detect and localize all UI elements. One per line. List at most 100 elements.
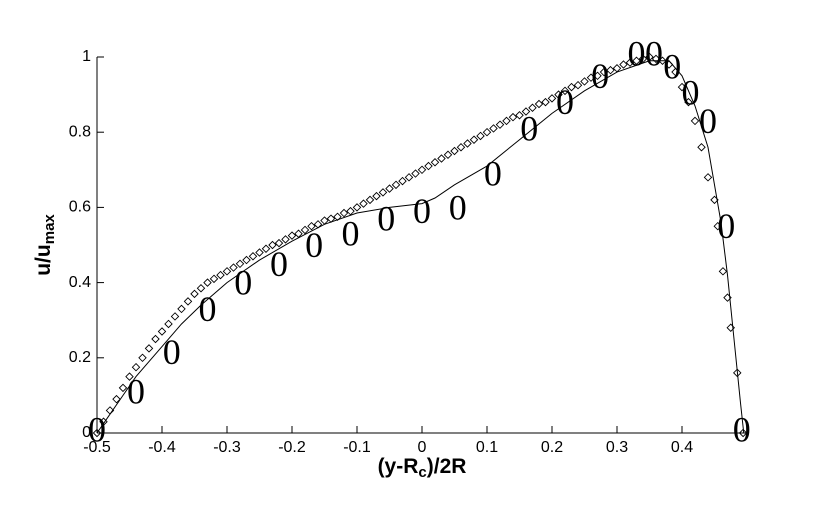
diamond-marker <box>144 344 154 353</box>
diamond-marker <box>118 383 128 393</box>
y-tick-label: 0.6 <box>69 199 91 216</box>
diamond-marker <box>430 158 440 167</box>
diamond-marker <box>333 212 342 222</box>
glyph-marker: 0 <box>645 33 663 73</box>
diamond-marker <box>619 60 628 69</box>
diamond-marker <box>612 64 622 73</box>
diamond-marker <box>521 107 531 116</box>
x-tick-label: 0.3 <box>606 439 628 456</box>
glyph-marker: 0 <box>199 289 217 329</box>
diamond-marker <box>450 146 459 156</box>
diamond-marker <box>645 52 654 62</box>
diamond-marker <box>508 112 518 122</box>
glyph-marker: 0 <box>163 332 181 372</box>
x-tick-label: -0.5 <box>83 439 111 456</box>
y-tick-label: 1 <box>82 48 91 65</box>
diamond-marker <box>515 111 524 120</box>
diamond-marker <box>385 184 394 193</box>
diamond-marker <box>398 176 407 186</box>
diamond-marker <box>424 161 433 171</box>
x-tick-label: -0.4 <box>148 439 176 456</box>
diamond-marker <box>281 235 290 244</box>
glyph-marker: 0 <box>717 206 735 246</box>
diamond-marker <box>456 143 466 152</box>
diamond-marker <box>125 372 134 381</box>
diamond-marker <box>495 120 505 129</box>
glyph-marker: 0 <box>305 225 323 265</box>
glyph-marker: 0 <box>484 154 502 194</box>
diamond-marker <box>287 231 297 240</box>
diamond-marker <box>209 274 219 284</box>
diamond-marker <box>690 116 700 126</box>
diamond-marker <box>733 368 742 378</box>
diamond-marker <box>346 206 355 216</box>
diamond-marker <box>151 334 160 344</box>
diamond-marker <box>196 284 206 293</box>
y-tick-label: 0.4 <box>69 274 91 291</box>
diamond-marker <box>300 225 310 235</box>
diamond-marker <box>541 97 550 107</box>
diamond-marker <box>235 259 245 269</box>
glyph-marker: 0 <box>663 46 681 86</box>
diamond-marker <box>352 203 362 212</box>
diamond-marker <box>658 56 667 65</box>
diamond-marker <box>255 248 264 257</box>
diamond-marker <box>378 188 388 197</box>
diamond-marker <box>261 244 271 253</box>
diamond-marker <box>573 80 583 90</box>
y-tick-label: 0.8 <box>69 123 91 140</box>
glyph-marker: 0 <box>270 244 288 284</box>
diamond-marker <box>190 289 199 299</box>
glyph-marker: 0 <box>342 214 360 254</box>
diamond-marker <box>703 173 713 182</box>
diamond-marker <box>482 127 492 137</box>
diamond-marker <box>216 270 225 280</box>
diamond-marker <box>586 73 596 82</box>
diamond-marker <box>274 238 284 248</box>
x-tick-label: 0.1 <box>476 439 498 456</box>
diamond-marker <box>203 278 212 287</box>
diamond-marker <box>599 67 609 77</box>
glyph-marker: 0 <box>413 191 431 231</box>
x-label-part: (y-R <box>378 455 419 478</box>
diamond-marker <box>726 323 735 332</box>
x-tick-label: -0.2 <box>278 439 306 456</box>
diamond-marker <box>554 90 563 99</box>
diamond-marker <box>443 150 453 159</box>
diamond-marker <box>112 394 121 404</box>
diamond-marker <box>738 428 748 438</box>
diamond-marker <box>713 221 722 231</box>
diamond-marker <box>463 139 472 148</box>
glyph-marker: 0 <box>628 33 646 73</box>
x-tick-label: 0.4 <box>671 439 693 456</box>
diamond-marker <box>606 65 615 75</box>
glyph-marker: 0 <box>520 108 538 148</box>
x-tick-label: -0.3 <box>213 439 241 456</box>
diamond-marker <box>677 82 687 92</box>
diamond-marker <box>320 216 329 225</box>
diamond-marker <box>547 94 557 103</box>
diamond-marker <box>411 169 420 178</box>
diamond-marker <box>476 131 485 141</box>
diamond-marker <box>625 58 635 67</box>
diamond-marker <box>326 214 336 223</box>
glyph-marker: 0 <box>234 263 252 303</box>
diamond-marker <box>437 154 446 163</box>
diamond-marker <box>723 293 732 302</box>
diamond-marker <box>632 56 641 65</box>
diamond-marker <box>313 220 323 229</box>
diamond-marker <box>99 417 108 426</box>
diamond-marker <box>417 165 427 175</box>
diamond-marker <box>718 267 728 276</box>
diamond-marker <box>560 86 570 96</box>
glyph-marker: 0 <box>377 199 395 239</box>
glyph-marker: 0 <box>449 187 467 227</box>
diamond-marker <box>710 195 719 205</box>
x-tick-label: -0.1 <box>343 439 371 456</box>
diamond-marker <box>365 195 375 205</box>
x-tick-label: 0.2 <box>541 439 563 456</box>
y-label-part: u/u <box>32 244 55 276</box>
glyph-marker: 0 <box>556 82 574 122</box>
diamond-marker <box>697 143 706 152</box>
diamond-marker <box>307 221 316 231</box>
